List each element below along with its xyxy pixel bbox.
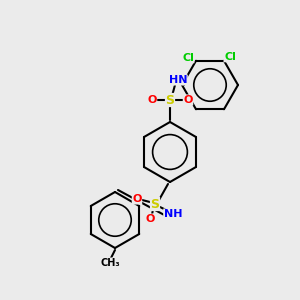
Text: O: O (147, 95, 157, 105)
Text: O: O (145, 214, 155, 224)
Text: HN: HN (169, 75, 187, 85)
Text: NH: NH (164, 209, 182, 219)
Text: Cl: Cl (224, 52, 236, 62)
Text: S: S (151, 197, 160, 211)
Text: O: O (132, 194, 142, 204)
Text: Cl: Cl (182, 53, 194, 63)
Text: S: S (166, 94, 175, 106)
Text: CH₃: CH₃ (100, 258, 120, 268)
Text: O: O (183, 95, 193, 105)
